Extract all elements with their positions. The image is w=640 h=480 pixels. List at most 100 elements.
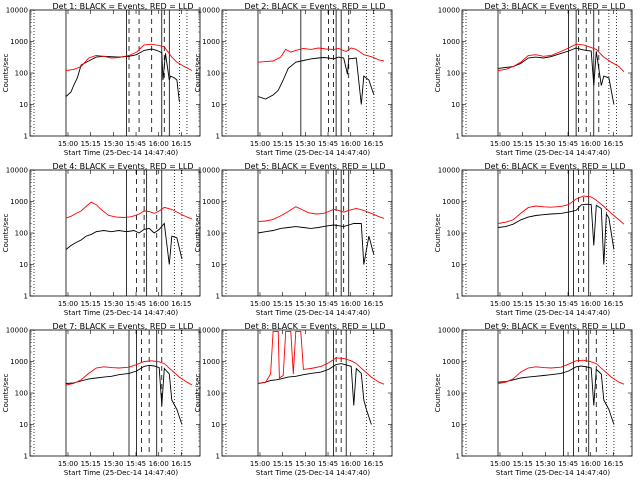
- plot-title: Det 5: BLACK = Events, RED = LLD: [245, 162, 386, 171]
- x-tick-label: 16:15: [363, 300, 383, 308]
- y-tick-label: 100: [207, 390, 220, 398]
- x-tick-label: 15:30: [103, 140, 123, 148]
- y-axis-label: Counts/sec: [194, 374, 202, 413]
- y-tick-label: 10000: [198, 327, 220, 335]
- y-axis-label: Counts/sec: [2, 54, 10, 93]
- y-tick-label: 10: [19, 421, 28, 429]
- y-tick-label: 1000: [10, 198, 28, 206]
- y-tick-label: 1: [216, 293, 220, 301]
- y-tick-label: 1: [24, 133, 28, 141]
- y-tick-label: 10000: [198, 7, 220, 15]
- y-tick-label: 1000: [202, 198, 220, 206]
- plot-title: Det 8: BLACK = Events, RED = LLD: [245, 322, 386, 331]
- lld-series-line: [257, 330, 385, 385]
- panel-det-6: [461, 169, 633, 297]
- y-axis-label: Counts/sec: [434, 54, 442, 93]
- plot-title: Det 7: BLACK = Events, RED = LLD: [53, 322, 194, 331]
- x-tick-label: 15:30: [535, 460, 555, 468]
- x-tick-label: 16:00: [581, 140, 601, 148]
- panel-det-1: [29, 9, 201, 137]
- x-axis-label: Start Time (25-Dec-14 14:47:40): [64, 469, 178, 477]
- panel-det-9: [461, 329, 633, 457]
- x-tick-label: 15:00: [490, 300, 510, 308]
- x-tick-label: 16:15: [171, 300, 191, 308]
- y-axis-label: Counts/sec: [194, 54, 202, 93]
- y-tick-label: 1000: [202, 358, 220, 366]
- x-tick-label: 15:45: [558, 140, 578, 148]
- y-axis-label: Counts/sec: [434, 214, 442, 253]
- x-tick-label: 15:45: [318, 460, 338, 468]
- plot-title: Det 9: BLACK = Events, RED = LLD: [485, 322, 626, 331]
- plot-frame: [461, 9, 633, 137]
- x-tick-label: 15:30: [295, 460, 315, 468]
- x-tick-label: 15:45: [126, 140, 146, 148]
- x-tick-label: 15:45: [126, 460, 146, 468]
- lld-series-line: [257, 206, 385, 223]
- events-series-line: [257, 223, 375, 265]
- panel-det-5: [221, 169, 393, 297]
- plot-title: Det 1: BLACK = Events, RED = LLD: [53, 2, 194, 11]
- x-tick-label: 16:15: [363, 460, 383, 468]
- plot-title: Det 2: BLACK = Events, RED = LLD: [245, 2, 386, 11]
- x-tick-label: 16:15: [171, 460, 191, 468]
- panel-det-8: [221, 329, 393, 457]
- x-tick-label: 16:15: [603, 460, 623, 468]
- y-tick-label: 10000: [198, 167, 220, 175]
- lld-series-line: [65, 201, 193, 220]
- y-axis-label: Counts/sec: [2, 374, 10, 413]
- y-tick-label: 1000: [442, 198, 460, 206]
- y-tick-label: 100: [447, 390, 460, 398]
- x-tick-label: 15:15: [81, 300, 101, 308]
- x-tick-label: 15:15: [81, 460, 101, 468]
- x-tick-label: 15:30: [295, 140, 315, 148]
- events-series-line: [65, 364, 183, 425]
- x-axis-label: Start Time (25-Dec-14 14:47:40): [256, 149, 370, 157]
- x-tick-label: 16:15: [603, 300, 623, 308]
- y-tick-label: 1000: [442, 38, 460, 46]
- x-tick-label: 16:15: [363, 140, 383, 148]
- y-tick-label: 100: [207, 70, 220, 78]
- x-tick-label: 16:15: [603, 140, 623, 148]
- plot-title: Det 3: BLACK = Events, RED = LLD: [485, 2, 626, 11]
- x-axis-label: Start Time (25-Dec-14 14:47:40): [496, 469, 610, 477]
- x-tick-label: 15:30: [103, 460, 123, 468]
- y-tick-label: 1: [216, 133, 220, 141]
- x-tick-label: 16:00: [149, 460, 169, 468]
- y-axis-label: Counts/sec: [434, 374, 442, 413]
- plot-frame: [29, 9, 201, 137]
- y-tick-label: 100: [15, 390, 28, 398]
- y-tick-label: 10: [451, 101, 460, 109]
- y-tick-label: 1: [216, 453, 220, 461]
- x-tick-label: 16:00: [341, 140, 361, 148]
- y-tick-label: 10000: [6, 167, 28, 175]
- x-tick-label: 15:00: [58, 140, 78, 148]
- panel-det-3: [461, 9, 633, 137]
- panel-det-2: [221, 9, 393, 137]
- y-tick-label: 1: [456, 133, 460, 141]
- x-tick-label: 15:45: [126, 300, 146, 308]
- y-axis-label: Counts/sec: [2, 214, 10, 253]
- x-tick-label: 15:00: [490, 140, 510, 148]
- events-series-line: [497, 47, 615, 105]
- x-axis-label: Start Time (25-Dec-14 14:47:40): [256, 469, 370, 477]
- x-tick-label: 16:00: [581, 460, 601, 468]
- y-tick-label: 100: [447, 230, 460, 238]
- y-tick-label: 1000: [10, 358, 28, 366]
- x-axis-label: Start Time (25-Dec-14 14:47:40): [496, 309, 610, 317]
- y-tick-label: 100: [207, 230, 220, 238]
- x-tick-label: 15:00: [58, 300, 78, 308]
- y-tick-label: 100: [447, 70, 460, 78]
- y-tick-label: 10000: [438, 167, 460, 175]
- lld-series-line: [497, 43, 625, 73]
- y-tick-label: 10: [19, 261, 28, 269]
- x-tick-label: 15:00: [250, 460, 270, 468]
- y-tick-label: 10: [211, 101, 220, 109]
- y-tick-label: 10000: [438, 327, 460, 335]
- x-tick-label: 15:15: [81, 140, 101, 148]
- x-tick-label: 15:15: [513, 300, 533, 308]
- x-tick-label: 15:00: [490, 460, 510, 468]
- events-series-line: [497, 365, 615, 425]
- y-tick-label: 1000: [202, 38, 220, 46]
- x-tick-label: 15:45: [558, 300, 578, 308]
- y-tick-label: 10: [451, 261, 460, 269]
